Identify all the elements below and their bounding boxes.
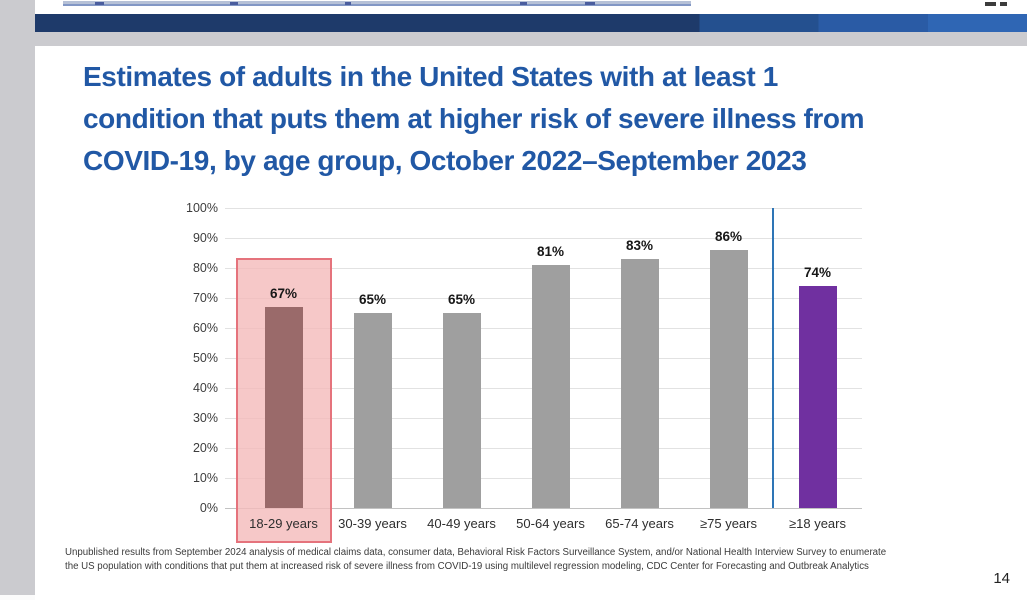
bar-30-39 years xyxy=(353,313,392,508)
x-axis-category-label: ≥18 years xyxy=(789,516,846,531)
cutoff-text-fragment xyxy=(985,2,1007,6)
gridline xyxy=(225,208,862,209)
cutoff-text-fragment xyxy=(345,2,351,5)
bar-value-label: 83% xyxy=(625,238,654,253)
bar-50-64 years xyxy=(531,265,570,508)
y-axis-tick-label: 90% xyxy=(192,231,218,245)
bar-≥75 years xyxy=(709,250,748,508)
bar-value-label: 86% xyxy=(714,229,743,244)
gridline xyxy=(225,238,862,239)
y-axis-tick-label: 0% xyxy=(199,501,218,515)
slide-title-line-1: Estimates of adults in the United States… xyxy=(83,61,778,92)
bar-value-label: 81% xyxy=(536,244,565,259)
x-axis-line xyxy=(225,508,862,509)
bar-value-label: 74% xyxy=(803,265,832,280)
slide-page-number: 14 xyxy=(993,570,1010,587)
bar-value-label: 65% xyxy=(358,292,387,307)
bar-18-29 years xyxy=(264,307,303,508)
decorative-blue-bar xyxy=(35,14,1027,32)
x-axis-category-label: 40-49 years xyxy=(427,516,496,531)
slide-title-line-3: COVID-19, by age group, October 2022–Sep… xyxy=(83,145,807,176)
footnote-line-1: Unpublished results from September 2024 … xyxy=(65,547,887,558)
y-axis-tick-label: 70% xyxy=(192,291,218,305)
cutoff-content-line xyxy=(63,1,691,6)
summary-divider-line xyxy=(772,208,774,508)
slide: Estimates of adults in the United States… xyxy=(35,46,1027,600)
bar-65-74 years xyxy=(620,259,659,508)
y-axis-tick-label: 20% xyxy=(192,441,218,455)
bar-chart: 0% 10% 20% 30% 40% 50% 60% 70% 80% 90% 100% 67% 18-2… xyxy=(35,46,1027,600)
bar-≥18 years xyxy=(798,286,837,508)
x-axis-category-label: ≥75 years xyxy=(700,516,757,531)
x-axis-category-label: 18-29 years xyxy=(249,516,318,531)
footnote-line-2: the US population with conditions that p… xyxy=(65,561,869,572)
cutoff-text-fragment xyxy=(520,2,527,5)
y-axis-tick-label: 100% xyxy=(186,201,218,215)
y-axis-tick-label: 50% xyxy=(192,351,218,365)
y-axis-tick-label: 30% xyxy=(192,411,218,425)
slide-title-line-2: condition that puts them at higher risk … xyxy=(83,103,865,134)
x-axis-category-label: 65-74 years xyxy=(605,516,674,531)
bar-value-label: 67% xyxy=(269,286,298,301)
cutoff-text-fragment xyxy=(230,2,238,5)
bar-40-49 years xyxy=(442,313,481,508)
slide-title: Estimates of adults in the United States… xyxy=(83,56,993,182)
bar-value-label: 65% xyxy=(447,292,476,307)
y-axis-tick-label: 40% xyxy=(192,381,218,395)
cutoff-top-strip xyxy=(35,0,1027,14)
x-axis-category-label: 50-64 years xyxy=(516,516,585,531)
background-patch xyxy=(0,595,35,600)
footnote: Unpublished results from September 2024 … xyxy=(65,546,973,574)
y-axis-tick-label: 60% xyxy=(192,321,218,335)
x-axis-category-label: 30-39 years xyxy=(338,516,407,531)
cutoff-text-fragment xyxy=(585,2,595,5)
cutoff-text-fragment xyxy=(95,2,104,5)
y-axis-tick-label: 80% xyxy=(192,261,218,275)
y-axis-tick-label: 10% xyxy=(192,471,218,485)
